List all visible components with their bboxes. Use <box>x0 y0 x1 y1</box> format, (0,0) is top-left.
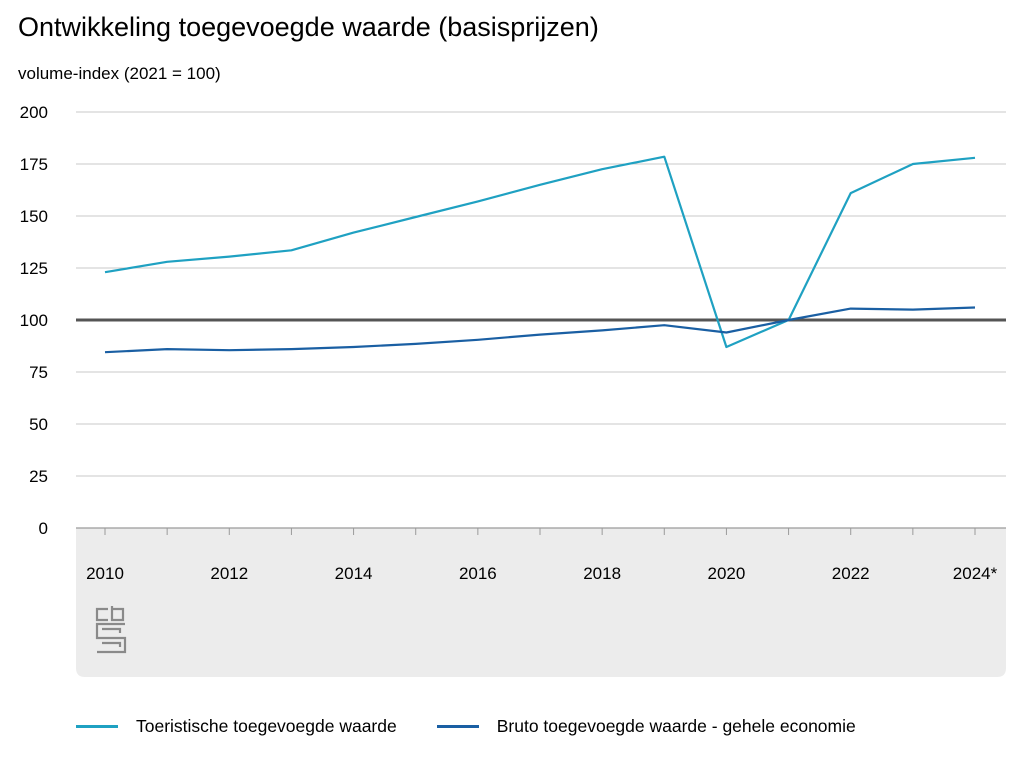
y-tick-label: 200 <box>20 103 48 122</box>
x-tick-label: 2018 <box>583 564 621 583</box>
y-tick-label: 25 <box>29 467 48 486</box>
y-tick-label: 125 <box>20 259 48 278</box>
x-tick-label: 2020 <box>708 564 746 583</box>
y-tick-label: 175 <box>20 155 48 174</box>
x-tick-label: 2014 <box>335 564 373 583</box>
legend: Toeristische toegevoegde waarde Bruto to… <box>76 716 896 737</box>
x-tick-label: 2012 <box>210 564 248 583</box>
x-tick-label: 2022 <box>832 564 870 583</box>
y-tick-label: 150 <box>20 207 48 226</box>
y-tick-label: 0 <box>39 519 48 538</box>
legend-item-bruto: Bruto toegevoegde waarde - gehele econom… <box>436 716 856 737</box>
x-tick-label: 2010 <box>86 564 124 583</box>
legend-item-toeristisch: Toeristische toegevoegde waarde <box>76 716 397 737</box>
x-axis-band <box>76 528 1006 677</box>
y-tick-label: 75 <box>29 363 48 382</box>
y-tick-label: 100 <box>20 311 48 330</box>
x-tick-label: 2016 <box>459 564 497 583</box>
y-axis-label: volume-index (2021 = 100) <box>18 64 221 83</box>
legend-label-bruto: Bruto toegevoegde waarde - gehele econom… <box>496 716 856 736</box>
series-line-bruto <box>104 306 976 354</box>
legend-swatch-bruto <box>436 725 479 728</box>
x-tick-label: 2024* <box>953 564 998 583</box>
y-tick-label: 50 <box>29 415 48 434</box>
series-line-toeristisch <box>104 155 976 349</box>
legend-swatch-toeristisch <box>76 725 118 728</box>
chart-title: Ontwikkeling toegevoegde waarde (basispr… <box>18 12 599 42</box>
legend-label-toeristisch: Toeristische toegevoegde waarde <box>136 716 397 736</box>
line-chart: 0 25 50 75 100 125 150 175 200 2010 2012 2014 2016 2… <box>20 103 1006 677</box>
cbs-logo-icon <box>95 606 127 654</box>
